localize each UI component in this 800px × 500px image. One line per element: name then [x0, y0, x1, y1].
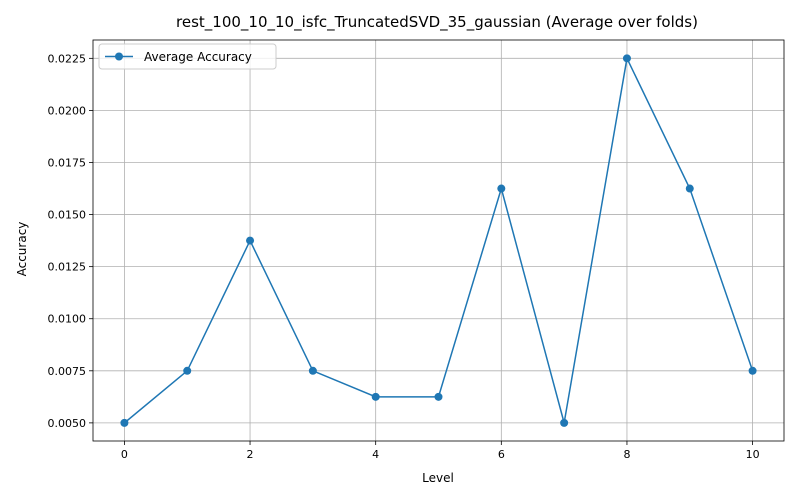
- data-point: [434, 392, 443, 401]
- y-axis-label: Accuracy: [15, 222, 29, 277]
- data-point: [246, 236, 255, 245]
- x-axis: 0 2 4 6 8 10: [121, 441, 760, 461]
- x-tick-label: 6: [498, 448, 505, 461]
- legend-entry-average-accuracy: Average Accuracy: [144, 50, 252, 64]
- x-axis-label: Level: [422, 471, 454, 485]
- x-tick-label: 2: [247, 448, 254, 461]
- y-tick-label: 0.0175: [48, 156, 87, 169]
- legend-marker-sample: [115, 52, 123, 61]
- y-tick-label: 0.0225: [48, 52, 87, 65]
- series-layer: [120, 54, 757, 427]
- chart-title: rest_100_10_10_isfc_TruncatedSVD_35_gaus…: [176, 13, 698, 32]
- legend-box: [98, 43, 277, 70]
- data-point: [622, 54, 631, 63]
- y-tick-label: 0.0050: [48, 417, 87, 430]
- y-tick-label: 0.0125: [48, 261, 87, 274]
- plot-area-frame: [92, 39, 785, 442]
- data-point: [183, 366, 192, 375]
- data-point: [120, 418, 129, 427]
- y-axis: 0.0050 0.0075 0.0100 0.0125 0.0150 0.0175 0.02…: [48, 52, 93, 430]
- y-tick-label: 0.0150: [48, 209, 87, 222]
- grid: [93, 40, 784, 441]
- y-tick-label: 0.0200: [48, 104, 87, 117]
- x-tick-label: 4: [372, 448, 379, 461]
- data-point: [560, 418, 569, 427]
- y-tick-label: 0.0075: [48, 365, 87, 378]
- legend: Average Accuracy: [98, 43, 277, 70]
- data-point: [685, 184, 694, 193]
- y-tick-label: 0.0100: [48, 313, 87, 326]
- x-tick-label: 10: [746, 448, 760, 461]
- data-point: [748, 366, 757, 375]
- x-tick-label: 8: [623, 448, 630, 461]
- data-point: [497, 184, 506, 193]
- x-tick-label: 0: [121, 448, 128, 461]
- data-point: [371, 392, 380, 401]
- data-point: [308, 366, 317, 375]
